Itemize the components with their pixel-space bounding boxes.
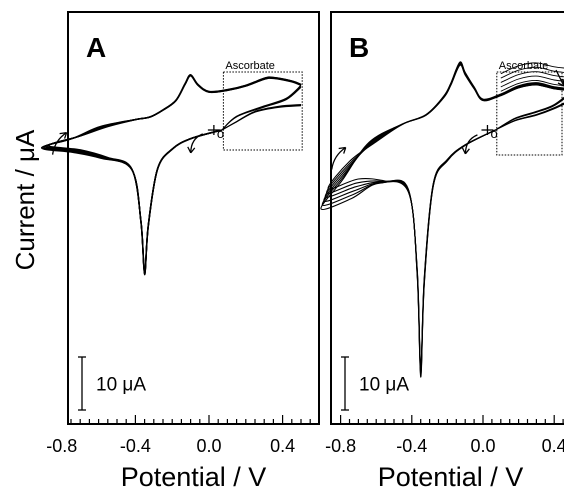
inset-return-line [495,98,564,131]
x-tick-label: 0.0 [196,436,221,456]
cv-scan-line [40,74,302,276]
ascorbate-inset-label: Ascorbate [225,60,275,72]
panel-b: B -0.8 -0.4 0.0 0.4 Potential / V 10 μA Ascorba… [320,11,564,492]
inset-arrow [555,69,564,87]
arrowhead [59,131,68,139]
x-axis-label: Potential / V [378,462,524,492]
cv-scan-line [323,62,564,373]
plot-frame [330,11,564,425]
x-tick-label: 0.0 [470,436,495,456]
ascorbate-wave-line [500,66,564,79]
inset-return-line [495,103,564,131]
cv-scan-line [326,63,564,369]
x-tick-label: -0.4 [396,436,427,456]
scan-direction-arrow [51,132,67,155]
cv-scan-line [48,75,302,273]
ascorbate-wave-line [500,80,564,92]
zero-marker-label: o [490,126,497,141]
arrowhead [338,146,347,154]
cv-scan-line [46,74,302,274]
ascorbate-inset-box [222,71,303,151]
cv-scan-line [43,74,302,275]
inset-return-line [221,105,302,131]
x-tick-label: -0.4 [120,436,151,456]
zero-marker-label: o [217,126,224,141]
scan-direction-arrow [190,133,204,153]
cv-scan-line [327,64,564,366]
x-tick-label: 0.4 [270,436,295,456]
x-axis-label: Potential / V [121,462,267,492]
inset-return-line [221,87,302,131]
x-tick-label: -0.8 [46,436,77,456]
panel-label: B [349,32,369,63]
cv-scan-line [320,61,564,378]
ascorbate-inset-box [496,71,563,156]
scan-direction-arrow [331,146,347,170]
cv-scan-line [45,74,302,274]
y-axis-label: Current / μA [10,129,40,270]
cv-scan-line [321,61,564,376]
ascorbate-wave-line [500,75,564,88]
arrowhead [187,146,196,154]
ascorbate-wave-line [500,62,564,75]
ascorbate-inset-label: Ascorbate [499,60,549,72]
x-tick-label: 0.4 [542,436,564,456]
plot-frame [67,11,320,425]
scan-direction-arrow [464,134,478,154]
panel-label: A [86,32,106,63]
arrowhead [461,147,470,155]
cv-scan-line [324,63,564,371]
scale-bar-label: 10 μA [359,375,409,396]
x-tick-label: -0.8 [325,436,356,456]
scale-bar-label: 10 μA [96,375,146,396]
